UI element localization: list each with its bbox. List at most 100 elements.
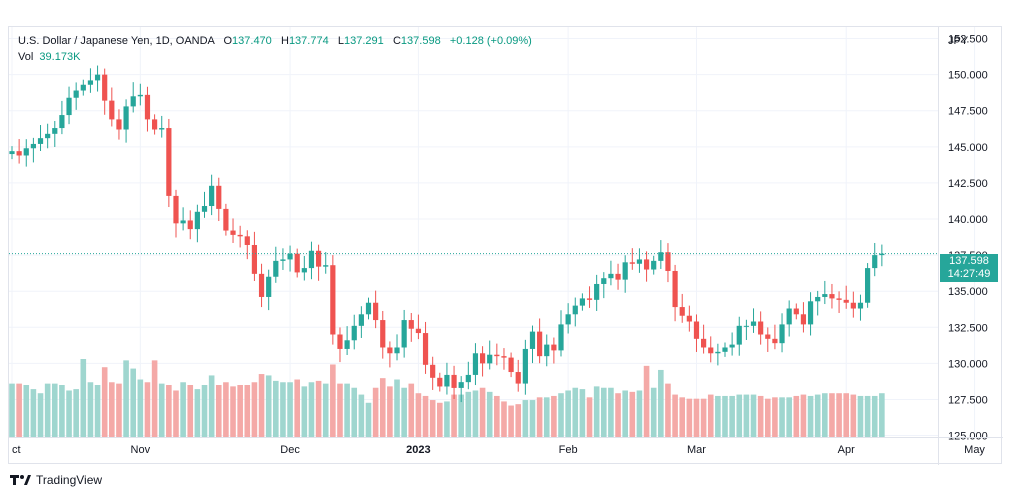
candle-body[interactable] <box>294 253 300 273</box>
candle-body[interactable] <box>137 94 143 97</box>
candle-body[interactable] <box>879 253 885 256</box>
candle-body[interactable] <box>508 357 514 373</box>
candle-body[interactable] <box>779 324 785 344</box>
candle-body[interactable] <box>308 250 315 269</box>
candle-body[interactable] <box>9 151 15 155</box>
candle-body[interactable] <box>579 298 585 306</box>
candle-body[interactable] <box>501 356 507 358</box>
candle-body[interactable] <box>223 208 229 231</box>
candle-body[interactable] <box>872 255 878 269</box>
candle-body[interactable] <box>522 348 528 384</box>
candle-body[interactable] <box>658 252 664 261</box>
chart-frame[interactable]: 125.000 127.500 130.000 132.500 135.000 137.5… <box>8 26 1003 465</box>
candle-body[interactable] <box>686 315 692 322</box>
candle-body[interactable] <box>109 100 115 120</box>
candle-body[interactable] <box>266 276 272 297</box>
candle-body[interactable] <box>558 324 564 351</box>
candle-body[interactable] <box>166 128 172 196</box>
candle-body[interactable] <box>59 115 65 129</box>
candle-body[interactable] <box>123 106 129 130</box>
candle-body[interactable] <box>708 347 714 354</box>
candle-body[interactable] <box>693 321 700 339</box>
candle-body[interactable] <box>52 128 58 134</box>
candle-body[interactable] <box>323 265 329 267</box>
candle-body[interactable] <box>857 302 864 309</box>
candle-body[interactable] <box>194 211 200 230</box>
candle-body[interactable] <box>793 308 799 315</box>
candle-body[interactable] <box>387 347 393 354</box>
candle-body[interactable] <box>330 265 336 335</box>
candle-body[interactable] <box>701 338 707 348</box>
candle-body[interactable] <box>772 338 778 344</box>
candle-body[interactable] <box>30 143 36 149</box>
candle-body[interactable] <box>365 302 372 315</box>
candle-body[interactable] <box>37 138 44 144</box>
candle-body[interactable] <box>230 230 236 235</box>
candle-body[interactable] <box>358 314 364 326</box>
candle-body[interactable] <box>401 320 407 348</box>
candle-body[interactable] <box>629 262 635 264</box>
candle-body[interactable] <box>422 333 429 365</box>
candle-body[interactable] <box>765 334 771 339</box>
candle-body[interactable] <box>87 80 94 85</box>
candle-body[interactable] <box>73 90 79 98</box>
candle-body[interactable] <box>373 302 379 321</box>
candle-body[interactable] <box>344 340 350 349</box>
candle-body[interactable] <box>651 260 657 270</box>
candle-body[interactable] <box>529 331 536 349</box>
candle-body[interactable] <box>451 374 457 388</box>
candle-body[interactable] <box>836 298 842 300</box>
candle-body[interactable] <box>187 220 193 230</box>
candle-body[interactable] <box>843 299 849 303</box>
candle-body[interactable] <box>551 344 557 351</box>
candle-body[interactable] <box>572 305 578 315</box>
candle-body[interactable] <box>679 307 685 316</box>
candle-body[interactable] <box>537 331 543 357</box>
candle-body[interactable] <box>258 273 265 297</box>
candle-body[interactable] <box>415 328 422 334</box>
candle-body[interactable] <box>16 151 22 156</box>
candle-body[interactable] <box>800 314 807 325</box>
candle-body[interactable] <box>715 351 721 354</box>
candle-body[interactable] <box>743 325 749 327</box>
candle-body[interactable] <box>465 374 471 383</box>
candle-body[interactable] <box>209 185 215 207</box>
candle-body[interactable] <box>301 268 307 273</box>
candle-body[interactable] <box>622 262 628 280</box>
candle-body[interactable] <box>643 259 650 270</box>
candle-body[interactable] <box>729 344 735 348</box>
tradingview-brand[interactable]: TradingView <box>10 473 102 487</box>
candle-body[interactable] <box>287 253 293 260</box>
candle-body[interactable] <box>437 377 443 387</box>
candle-body[interactable] <box>594 283 600 300</box>
candle-body[interactable] <box>80 84 86 91</box>
candle-body[interactable] <box>829 294 835 299</box>
candle-body[interactable] <box>159 128 165 130</box>
candle-body[interactable] <box>472 353 479 375</box>
candle-body[interactable] <box>116 119 122 130</box>
candle-body[interactable] <box>216 185 222 209</box>
candle-body[interactable] <box>315 250 322 267</box>
candle-body[interactable] <box>515 372 521 384</box>
candle-body[interactable] <box>807 301 814 325</box>
candle-body[interactable] <box>408 320 414 329</box>
candle-body[interactable] <box>494 354 500 357</box>
candle-body[interactable] <box>865 268 871 303</box>
candle-body[interactable] <box>180 220 186 224</box>
candle-body[interactable] <box>251 244 258 274</box>
candle-body[interactable] <box>672 270 678 308</box>
candle-body[interactable] <box>273 260 279 277</box>
candle-body[interactable] <box>201 206 208 212</box>
candle-body[interactable] <box>487 354 493 364</box>
candle-body[interactable] <box>430 364 436 378</box>
candle-body[interactable] <box>479 353 486 364</box>
candle-body[interactable] <box>102 74 108 101</box>
candle-body[interactable] <box>615 273 621 280</box>
candle-body[interactable] <box>544 344 550 357</box>
candle-body[interactable] <box>786 308 792 325</box>
candle-body[interactable] <box>565 314 571 325</box>
candle-body[interactable] <box>23 148 29 156</box>
candle-body[interactable] <box>815 296 821 302</box>
candle-body[interactable] <box>750 321 757 326</box>
candle-body[interactable] <box>173 195 179 224</box>
